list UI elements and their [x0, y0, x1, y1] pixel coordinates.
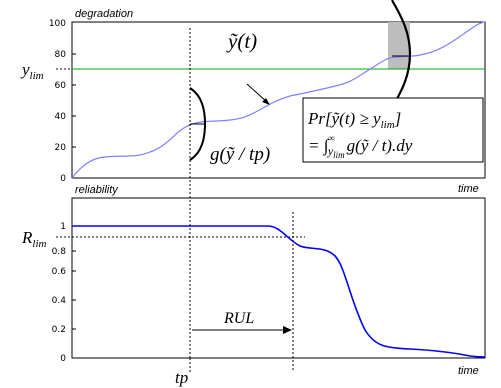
bottom-y-tick-02: 0.2 [52, 325, 66, 335]
top-time-label: time [458, 183, 479, 195]
bottom-plot-frame [71, 197, 486, 359]
pdf-at-threshold-icon [391, 0, 412, 109]
rul-arrowhead [283, 326, 292, 334]
bottom-y-tick-04: 0.4 [52, 296, 67, 306]
rul-label: RUL [223, 310, 254, 327]
bottom-y-tick-0: 0 [60, 354, 66, 364]
bottom-y-tick-06: 0.6 [52, 267, 67, 277]
top-y-tick-80: 80 [55, 50, 67, 60]
curve-label-arrowhead [262, 98, 270, 105]
bottom-y-tick-08: 0.8 [52, 247, 67, 257]
bottom-panel: reliability time 0 0.2 0.4 0.6 0.8 1 Rli… [21, 184, 486, 377]
reliability-curve [72, 225, 486, 358]
bottom-y-tick-1: 1 [60, 222, 66, 232]
top-y-tick-60: 60 [55, 81, 67, 91]
top-panel: degradation time 0 20 40 60 80 100 ylim … [20, 0, 486, 195]
degradation-curve [71, 21, 486, 179]
top-y-tick-20: 20 [55, 143, 67, 153]
probability-line-2: = ∫∞ ylim g(ỹ / t).dy [308, 133, 413, 160]
rlim-label: Rlim [21, 228, 47, 250]
top-y-tick-40: 40 [55, 112, 67, 122]
ylim-label: ylim [20, 60, 44, 82]
top-y-tick-0: 0 [60, 174, 66, 184]
pdf-label-g-tp: g(ỹ / tp) [210, 144, 270, 165]
curve-label-y-tilde-t: ỹ(t) [226, 29, 257, 53]
top-axis-title: degradation [75, 8, 133, 20]
top-y-tick-100: 100 [49, 19, 66, 29]
tp-label: tp [175, 368, 188, 387]
bottom-time-label: time [458, 365, 479, 377]
top-y-ticks: 0 20 40 60 80 100 [49, 19, 76, 184]
bottom-axis-title: reliability [75, 184, 119, 196]
probability-line-1: Pr[ỹ(t) ≥ ylim] [307, 109, 401, 131]
probability-box: Pr[ỹ(t) ≥ ylim] = ∫∞ ylim g(ỹ / t).dy [302, 97, 484, 163]
